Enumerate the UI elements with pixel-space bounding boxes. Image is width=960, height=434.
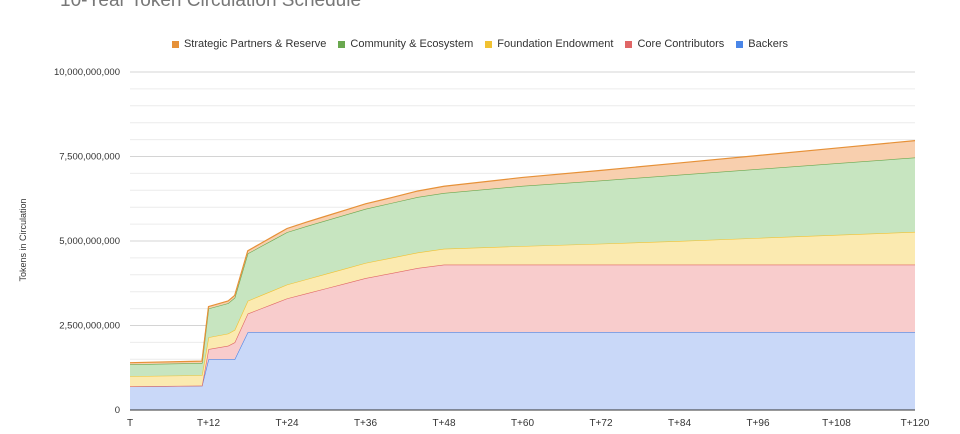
legend-swatch (625, 40, 633, 48)
y-tick-label: 7,500,000,000 (59, 152, 120, 163)
area-community-and-ecosystem (130, 157, 915, 377)
legend-label: Foundation Endowment (497, 38, 614, 50)
y-tick-label: 5,000,000,000 (59, 236, 120, 247)
area-core-contributors (130, 264, 915, 387)
y-tick-label: 2,500,000,000 (59, 321, 120, 332)
x-tick-label: T+96 (746, 418, 770, 429)
area-foundation-endowment (130, 231, 915, 387)
legend-label: Backers (748, 38, 789, 50)
legend-swatch (485, 40, 493, 48)
legend-item-foundation-endowment: Foundation Endowment (485, 37, 613, 51)
chart-title: 10-Year Token Circulation Schedule (60, 0, 362, 11)
legend: Strategic Partners & Reserve Community & … (0, 37, 960, 51)
legend-label: Community & Ecosystem (350, 38, 474, 50)
y-tick-label: 0 (115, 405, 120, 416)
x-tick-label: T+24 (275, 418, 299, 429)
legend-item-backers: Backers (736, 37, 788, 51)
stacked-areas (129, 140, 916, 410)
x-tick-label: T (127, 418, 133, 429)
x-tick-label: T+120 (901, 418, 930, 429)
y-tick-labels: 0 2,500,000,000 5,000,000,000 7,500,000,000… (54, 67, 120, 416)
x-tick-label: T+12 (197, 418, 221, 429)
legend-swatch (171, 40, 179, 48)
x-tick-label: T+36 (354, 418, 378, 429)
legend-item-core-contributors: Core Contributors (625, 37, 724, 51)
legend-label: Strategic Partners & Reserve (183, 38, 327, 50)
x-tick-label: T+108 (822, 418, 851, 429)
x-tick-label: T+60 (511, 418, 535, 429)
line-strategic-partners-and-reserve (129, 140, 916, 364)
legend-swatch (736, 40, 744, 48)
area-backers (130, 332, 915, 410)
legend-item-strategic-partners-and-reserve: Strategic Partners & Reserve (171, 37, 327, 51)
area-strategic-partners-and-reserve (130, 140, 915, 365)
legend-label: Core Contributors (637, 38, 725, 50)
x-tick-label: T+72 (589, 418, 613, 429)
legend-item-community-and-ecosystem: Community & Ecosystem (338, 37, 473, 51)
legend-swatch (338, 40, 346, 48)
x-tick-label: T+84 (668, 418, 692, 429)
x-tick-labels: T T+12 T+24 T+36 T+48 T+60 T+72 T+84 T+96 T+108 T+… (127, 418, 930, 429)
x-tick-label: T+48 (432, 418, 456, 429)
y-tick-label: 10,000,000,000 (54, 67, 120, 78)
